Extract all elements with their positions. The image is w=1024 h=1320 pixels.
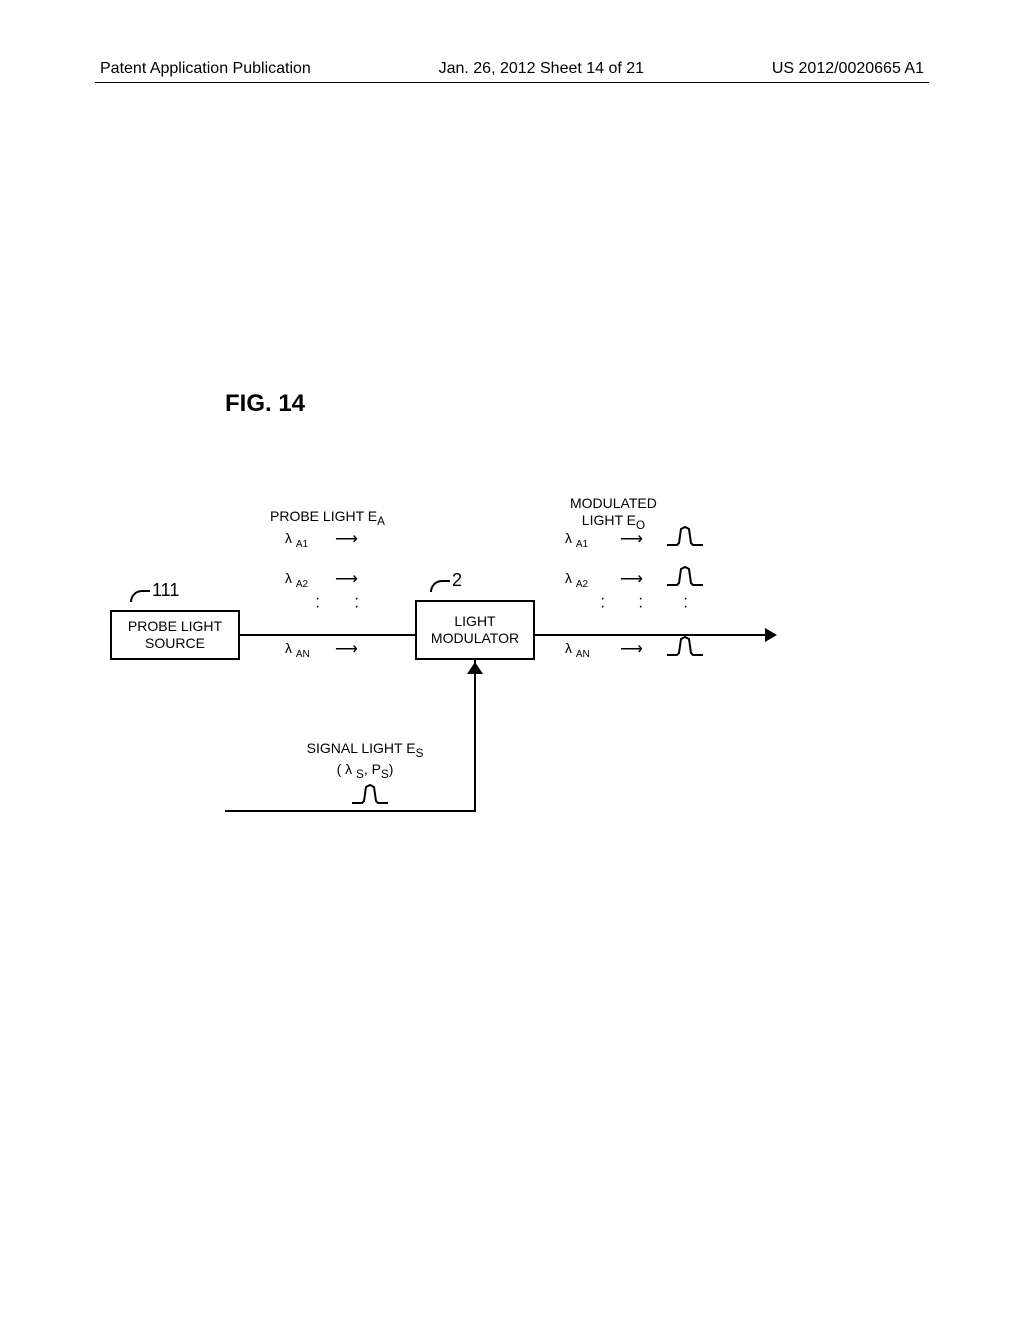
ref-num-111: 111: [152, 580, 179, 601]
dots-left-2: ··: [354, 595, 359, 611]
signal-light-label: SIGNAL LIGHT ES ( λ S, PS): [290, 740, 440, 782]
light-modulator-block: LIGHTMODULATOR: [415, 600, 535, 660]
page-header: Patent Application Publication Jan. 26, …: [0, 60, 1024, 78]
lambda-a1-right: λ A1: [565, 530, 588, 550]
probe-light-source-block: PROBE LIGHTSOURCE: [110, 610, 240, 660]
dots-right-1: ··: [600, 595, 605, 611]
modulated-light-label: MODULATEDLIGHT EO: [570, 495, 657, 533]
header-center: Jan. 26, 2012 Sheet 14 of 21: [439, 60, 645, 78]
light-modulator-label: LIGHTMODULATOR: [431, 613, 519, 647]
arrow-an-left: ⟶: [335, 642, 358, 658]
modulator-output-line: [535, 634, 770, 636]
signal-arrowhead-up: [467, 662, 483, 676]
dots-left-1: ··: [315, 595, 320, 611]
probe-light-label: PROBE LIGHT EA: [270, 508, 385, 529]
pulse-a1: [665, 525, 705, 549]
pulse-signal: [350, 783, 390, 807]
lambda-an-left: λ AN: [285, 640, 310, 660]
dots-right-3: ··: [683, 595, 688, 611]
arrow-a1-left: ⟶: [335, 532, 358, 548]
arrow-an-right: ⟶: [620, 642, 643, 658]
ref-num-2: 2: [452, 570, 462, 591]
output-arrowhead: [765, 628, 779, 642]
arrow-a2-right: ⟶: [620, 572, 643, 588]
arrow-a1-right: ⟶: [620, 532, 643, 548]
header-divider: [95, 82, 929, 83]
ref-arc-2: [430, 580, 450, 592]
arrow-a2-left: ⟶: [335, 572, 358, 588]
signal-line-v: [474, 660, 476, 812]
pulse-an: [665, 635, 705, 659]
probe-to-modulator-line: [240, 634, 415, 636]
signal-line-h: [225, 810, 475, 812]
pulse-a2: [665, 565, 705, 589]
figure-label: FIG. 14: [225, 390, 305, 418]
lambda-an-right: λ AN: [565, 640, 590, 660]
dots-right-2: ··: [638, 595, 643, 611]
header-right: US 2012/0020665 A1: [772, 60, 924, 78]
lambda-a1-left: λ A1: [285, 530, 308, 550]
lambda-a2-left: λ A2: [285, 570, 308, 590]
header-left: Patent Application Publication: [100, 60, 311, 78]
ref-arc-111: [130, 590, 150, 602]
probe-light-source-label: PROBE LIGHTSOURCE: [128, 618, 222, 652]
lambda-a2-right: λ A2: [565, 570, 588, 590]
